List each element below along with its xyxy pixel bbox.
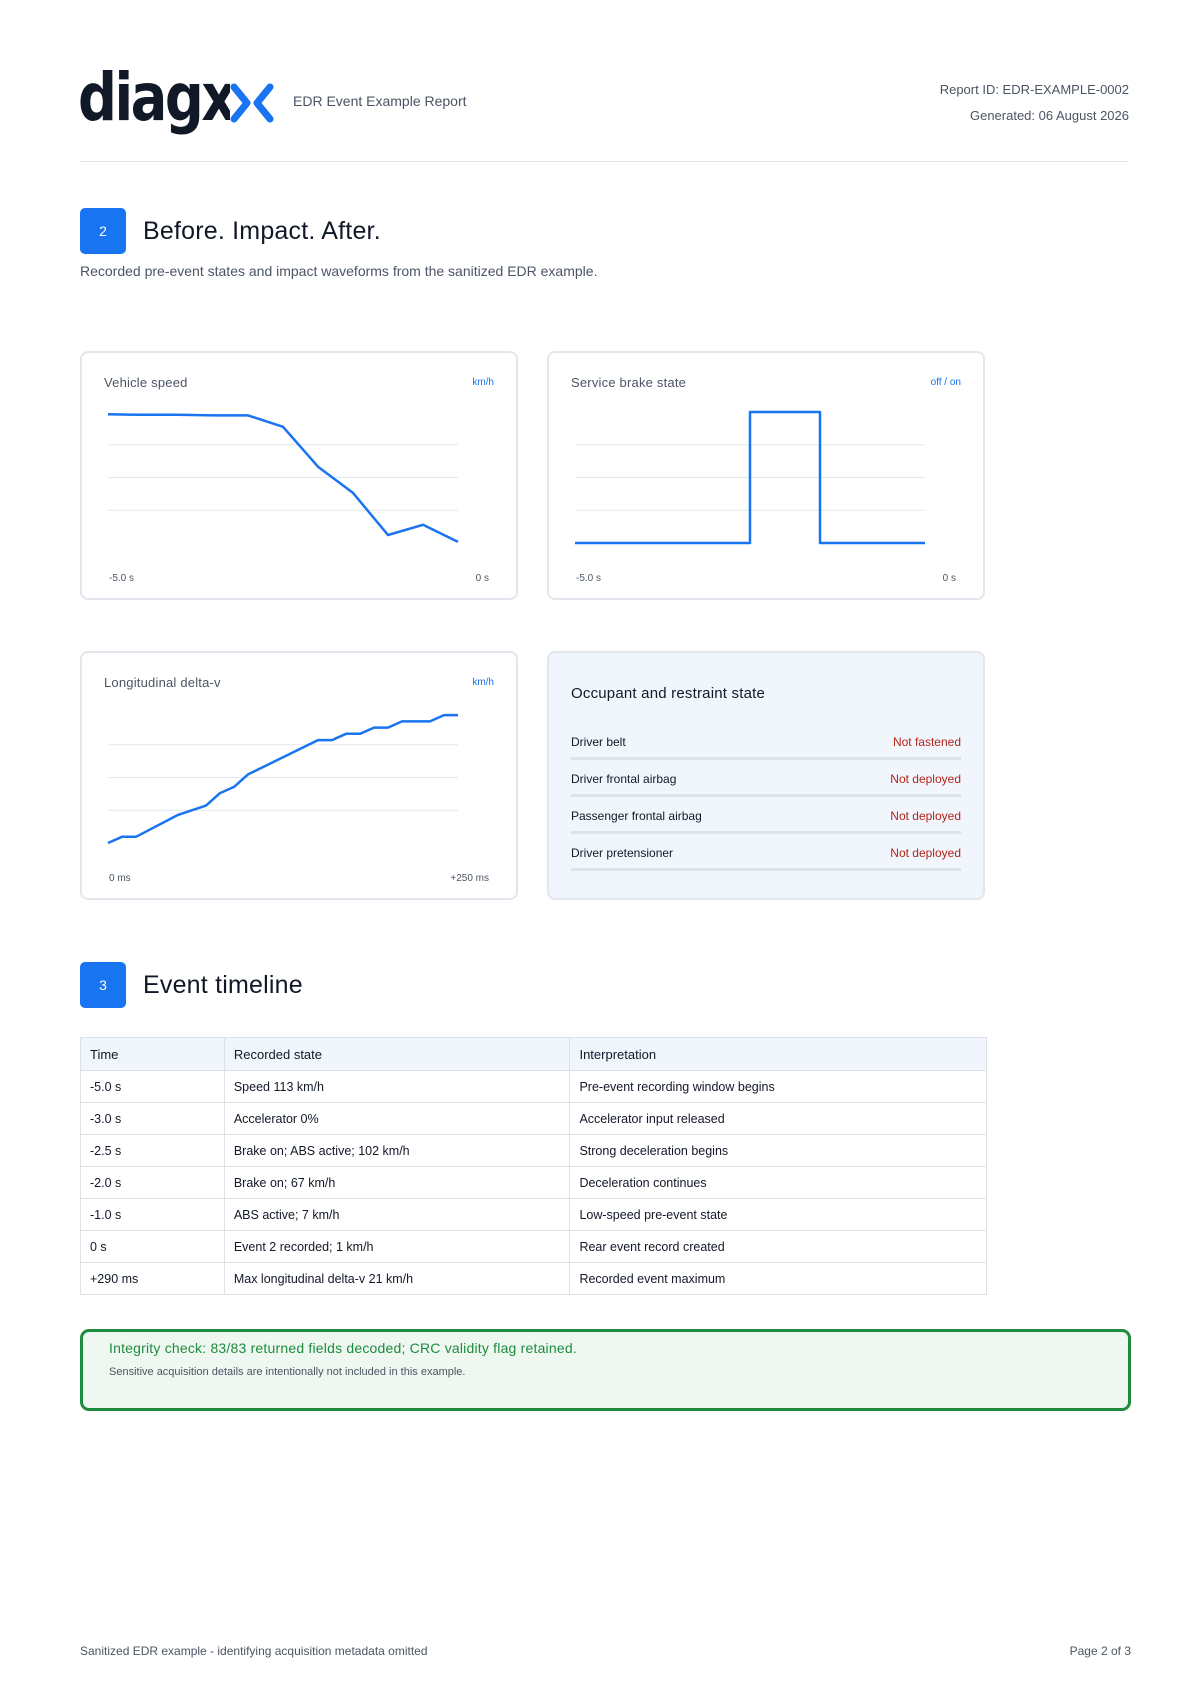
time-cell: -2.0 s [80, 1166, 225, 1199]
column-header: Recorded state [223, 1037, 571, 1071]
state-cell: Brake on; 67 km/h [223, 1166, 571, 1199]
series-line [107, 413, 459, 544]
restraint-label: Passenger frontal airbag [571, 809, 702, 823]
report-title: EDR Event Example Report [293, 93, 467, 109]
interpretation-cell: Low-speed pre-event state [569, 1198, 987, 1231]
time-cell: -5.0 s [80, 1070, 225, 1103]
vehicle-speed-chart: Vehicle speed km/h -5.0 s 0 s [80, 351, 518, 600]
integrity-note: Sensitive acquisition details are intent… [109, 1366, 466, 1378]
time-cell: -1.0 s [80, 1198, 225, 1231]
state-cell: Speed 113 km/h [223, 1070, 571, 1103]
time-cell: -3.0 s [80, 1102, 225, 1135]
report-meta: Report ID: EDR-EXAMPLE-0002 Generated: 0… [940, 77, 1129, 129]
restraint-label: Driver belt [571, 735, 626, 749]
restraint-state-card: Occupant and restraint state Driver belt… [547, 651, 985, 900]
x-tick-end: 0 s [942, 573, 956, 584]
state-cell: Max longitudinal delta-v 21 km/h [223, 1262, 571, 1295]
generated-date: Generated: 06 August 2026 [969, 108, 1129, 123]
report-header: diagx EDR Event Example Report Report ID… [80, 70, 1129, 162]
x-tick-start: -5.0 s [576, 573, 602, 584]
interpretation-cell: Rear event record created [569, 1230, 987, 1263]
x-tick-end: 0 s [475, 573, 489, 584]
table-row: -2.0 s Brake on; 67 km/h Deceleration co… [80, 1166, 987, 1199]
delta-v-chart: Longitudinal delta-v km/h 0 ms +250 ms [80, 651, 518, 900]
state-cell: ABS active; 7 km/h [223, 1198, 571, 1231]
column-header: Time [80, 1037, 225, 1071]
interpretation-cell: Strong deceleration begins [569, 1134, 987, 1167]
table-row: -5.0 s Speed 113 km/h Pre-event recordin… [80, 1070, 987, 1103]
integrity-message: Integrity check: 83/83 returned fields d… [109, 1340, 577, 1356]
table-header-row: Time Recorded state Interpretation [80, 1037, 987, 1071]
section-number: 2 [80, 208, 126, 254]
table-row: -1.0 s ABS active; 7 km/h Low-speed pre-… [80, 1198, 987, 1231]
state-cell: Accelerator 0% [223, 1102, 571, 1135]
chart-title: Longitudinal delta-v [104, 675, 221, 690]
interpretation-cell: Pre-event recording window begins [569, 1070, 987, 1103]
x-tick-start: 0 ms [109, 873, 131, 884]
restraint-value: Not deployed [890, 809, 961, 823]
x-tick-end: +250 ms [450, 873, 489, 884]
time-cell: 0 s [80, 1230, 225, 1263]
interpretation-cell: Accelerator input released [569, 1102, 987, 1135]
interpretation-cell: Recorded event maximum [569, 1262, 987, 1295]
integrity-check-box: Integrity check: 83/83 returned fields d… [80, 1329, 1131, 1411]
restraint-value: Not deployed [890, 846, 961, 860]
series-line [107, 713, 458, 845]
restraint-row: Passenger frontal airbag Not deployed [571, 798, 961, 834]
page-number: Page 2 of 3 [1069, 1644, 1131, 1658]
interpretation-cell: Deceleration continues [569, 1166, 987, 1199]
restraint-row: Driver belt Not fastened [571, 724, 961, 760]
restraint-label: Driver frontal airbag [571, 772, 677, 786]
restraint-title: Occupant and restraint state [571, 685, 766, 702]
report-id: Report ID: EDR-EXAMPLE-0002 [939, 82, 1129, 97]
section-title: Before. Impact. After. [143, 217, 381, 245]
chart-title: Service brake state [571, 375, 687, 390]
event-timeline-table: Time Recorded state Interpretation -5.0 … [80, 1037, 987, 1295]
diagx-logo: diagx [80, 70, 280, 146]
table-row: 0 s Event 2 recorded; 1 km/h Rear event … [80, 1230, 987, 1263]
speed-chart-svg [107, 413, 459, 544]
table-row: +290 ms Max longitudinal delta-v 21 km/h… [80, 1262, 987, 1295]
section-title: Event timeline [143, 971, 303, 999]
brake-chart-svg [575, 410, 925, 545]
section-description: Recorded pre-event states and impact wav… [80, 263, 598, 279]
series-line [575, 410, 925, 545]
time-cell: +290 ms [80, 1262, 225, 1295]
restraint-row: Driver frontal airbag Not deployed [571, 761, 961, 797]
restraint-row: Driver pretensioner Not deployed [571, 835, 961, 871]
time-cell: -2.5 s [80, 1134, 225, 1167]
x-tick-start: -5.0 s [109, 573, 135, 584]
restraint-value: Not deployed [890, 772, 961, 786]
restraint-value: Not fastened [892, 735, 961, 749]
section-number: 3 [80, 962, 126, 1008]
restraint-label: Driver pretensioner [571, 846, 674, 860]
chart-unit: km/h [472, 677, 494, 688]
svg-text:diagx: diagx [80, 70, 236, 136]
chart-unit: off / on [930, 377, 961, 388]
chart-title: Vehicle speed [104, 375, 188, 390]
delta-v-chart-svg [107, 713, 458, 845]
service-brake-chart: Service brake state off / on -5.0 s 0 s [547, 351, 985, 600]
footer-note: Sanitized EDR example - identifying acqu… [80, 1644, 428, 1658]
chart-unit: km/h [472, 377, 494, 388]
state-cell: Brake on; ABS active; 102 km/h [223, 1134, 571, 1167]
state-cell: Event 2 recorded; 1 km/h [223, 1230, 571, 1263]
table-row: -3.0 s Accelerator 0% Accelerator input … [80, 1102, 987, 1135]
table-row: -2.5 s Brake on; ABS active; 102 km/h St… [80, 1134, 987, 1167]
column-header: Interpretation [569, 1037, 987, 1071]
